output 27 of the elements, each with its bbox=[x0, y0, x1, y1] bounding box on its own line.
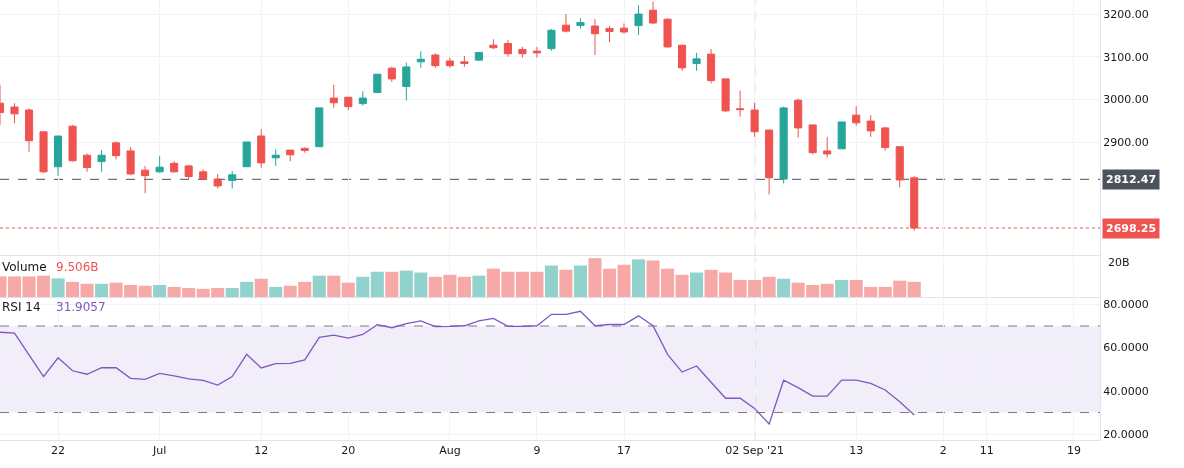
annotation: 31.9057 bbox=[56, 300, 106, 314]
x-tick-label: 2 bbox=[939, 444, 947, 458]
y-tick-label: 60.0000 bbox=[1103, 341, 1149, 355]
x-tick-label: 02 Sep '21 bbox=[725, 444, 784, 458]
y-tick-label: 40.0000 bbox=[1103, 384, 1149, 398]
ref-line-label: 2698.25 bbox=[1106, 222, 1157, 235]
text: 20B bbox=[1108, 256, 1130, 269]
x-tick-label: 17 bbox=[617, 444, 632, 458]
x-tick-label: 12 bbox=[254, 444, 269, 458]
chart-title: RSI 14 bbox=[2, 300, 41, 314]
x-tick-label: 11 bbox=[979, 444, 994, 458]
x-tick-label: 9 bbox=[533, 444, 541, 458]
chart-title: Volume bbox=[2, 260, 47, 274]
y-tick-label: 3200.00 bbox=[1103, 7, 1149, 21]
x-tick-label: 19 bbox=[1066, 444, 1081, 458]
x-tick-label: 20 bbox=[341, 444, 356, 458]
x-tick-label: Aug bbox=[439, 444, 461, 458]
y-tick-label: 20.0000 bbox=[1103, 428, 1149, 442]
annotation: 9.506B bbox=[56, 260, 99, 274]
y-tick-label: 2900.00 bbox=[1103, 135, 1149, 149]
x-tick-label: 22 bbox=[51, 444, 66, 458]
x-tick-label: Jul bbox=[151, 444, 167, 458]
y-tick-label: 3100.00 bbox=[1103, 50, 1149, 64]
ref-line-label: 2812.47 bbox=[1106, 173, 1157, 186]
x-tick-label: 13 bbox=[849, 444, 864, 458]
y-tick-label: 80.0000 bbox=[1103, 298, 1149, 312]
y-tick-label: 3000.00 bbox=[1103, 93, 1149, 107]
